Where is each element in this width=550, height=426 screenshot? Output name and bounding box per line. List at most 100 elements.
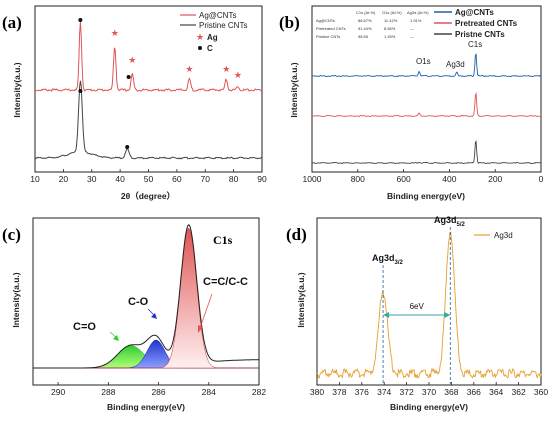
arrowhead-c-o-double xyxy=(113,335,119,341)
x-tick-label: 370 xyxy=(422,387,436,397)
legend-ag: Ag xyxy=(207,33,218,42)
panel-d-label: (d) xyxy=(286,225,307,244)
ag-peak-star-icon: ★ xyxy=(185,64,193,74)
xps-line-pretreated-cnts xyxy=(311,92,542,118)
x-tick-label: 400 xyxy=(442,174,456,184)
peak-label-ag3d-3-2-main: Ag3d xyxy=(372,253,395,263)
x-tick-label: 70 xyxy=(201,174,211,184)
x-tick-label: 60 xyxy=(172,174,182,184)
x-tick-label: 282 xyxy=(252,387,266,397)
x-tick-label: 286 xyxy=(151,387,165,397)
table-cell: 8.56% xyxy=(384,26,396,31)
annot-c-o-double: C=O xyxy=(73,321,96,333)
annot-o1s: O1s xyxy=(416,57,431,66)
table-cell: 98.55 xyxy=(358,34,369,39)
legend-dot-icon xyxy=(198,46,202,50)
panel-b-frame xyxy=(311,5,542,173)
panel-a-legend: Ag@CNTs Pristine CNTs ★ Ag C xyxy=(180,11,247,53)
table-cell: Ag@CNTs xyxy=(316,18,335,23)
panel-a-xlabel: 2θ（degree） xyxy=(121,191,175,201)
panel-d-ylabel: Intensity(a.u.) xyxy=(296,272,306,327)
panel-a-label: (a) xyxy=(2,13,22,32)
panel-c-title: C1s xyxy=(213,233,233,247)
panel-b-label: (b) xyxy=(279,13,300,32)
panel-d-xlabel: Binding energy(eV) xyxy=(390,402,468,412)
c-peak-dot-icon xyxy=(125,145,130,149)
table-cell: 1.91% xyxy=(410,18,422,23)
c-peak-dot-icon xyxy=(78,89,83,93)
panel-c-ylabel: Intensity(a.u.) xyxy=(11,272,21,327)
x-tick-label: 360 xyxy=(534,387,548,397)
annot-c-c: C=C/C-C xyxy=(203,276,248,288)
x-tick-label: 20 xyxy=(59,174,69,184)
x-tick-label: 90 xyxy=(257,174,267,184)
x-tick-label: 364 xyxy=(489,387,503,397)
annot-c-o: C-O xyxy=(128,296,149,308)
x-tick-label: 1000 xyxy=(303,174,322,184)
x-tick-label: 40 xyxy=(115,174,125,184)
x-tick-label: 366 xyxy=(467,387,481,397)
panel-b-legend: Ag@CNTs Pretreated CNTs Pristne CNTs xyxy=(434,8,518,39)
legend-pretreated-cnts: Pretreated CNTs xyxy=(455,19,518,28)
panel-c-xticks: 290 288 286 284 282 xyxy=(51,382,266,397)
arrow-c-c xyxy=(199,293,213,329)
panel-d: (d) Binding energy(eV) Intensity(a.u.) 3… xyxy=(286,215,548,412)
ag-peak-star-icon: ★ xyxy=(128,55,136,65)
panel-a-ylabel: Intensity(a.u.) xyxy=(12,62,22,117)
x-tick-label: 374 xyxy=(377,387,391,397)
xps-line-ag-cnts xyxy=(311,53,542,78)
table-cell: Pretreated CNTs xyxy=(316,26,346,31)
peak-label-ag3d-3-2-sub: 3/2 xyxy=(395,260,404,266)
xps-ag3d-line xyxy=(316,231,542,380)
table-cell: — xyxy=(410,34,414,39)
legend-ag-cnts: Ag@CNTs xyxy=(199,11,236,20)
table-header-ag3d: Ag3d (At.%) xyxy=(407,10,429,15)
x-tick-label: 284 xyxy=(202,387,216,397)
x-tick-label: 800 xyxy=(351,174,365,184)
xrd-line-ag-cnts xyxy=(34,21,263,93)
x-tick-label: 80 xyxy=(229,174,239,184)
panel-c-frame xyxy=(32,217,260,386)
x-tick-label: 50 xyxy=(144,174,154,184)
arrowhead-c-c xyxy=(198,325,203,333)
x-tick-label: 0 xyxy=(539,174,544,184)
c-peak-dot-icon xyxy=(78,18,83,22)
table-cell: Pristine CNTs xyxy=(316,34,340,39)
xrd-peak-markers: ★ ★ ★ ★ ★ xyxy=(78,18,242,149)
peak-label-ag3d-5-2-sub: 5/2 xyxy=(457,222,466,228)
ag-peak-star-icon: ★ xyxy=(111,28,119,38)
x-tick-label: 30 xyxy=(87,174,97,184)
panel-b-xticks: 1000 800 600 400 200 0 xyxy=(303,169,544,184)
xrd-line-pristine-cnts xyxy=(35,80,262,160)
composition-table: C1s (At.%) O1s (At.%) Ag3d (At.%) Ag@CNT… xyxy=(316,10,429,39)
panel-a: (a) 2θ（degree） Intensity(a.u.) 10 20 30 40 5… xyxy=(2,5,267,201)
x-tick-label: 290 xyxy=(51,387,65,397)
legend-pristine-cnts: Pristine CNTs xyxy=(199,21,247,30)
x-tick-label: 368 xyxy=(444,387,458,397)
x-tick-label: 380 xyxy=(310,387,324,397)
table-cell: 11.42% xyxy=(384,18,398,23)
table-header-c1s: C1s (At.%) xyxy=(356,10,376,15)
x-tick-label: 378 xyxy=(332,387,346,397)
panel-a-xticks: 10 20 30 40 50 60 70 80 90 xyxy=(30,169,267,184)
spacing-arrowhead-left xyxy=(383,312,390,318)
legend-ag-cnts: Ag@CNTs xyxy=(455,8,494,17)
panel-d-xticks: 380 378 376 374 372 370 368 366 364 362 360 xyxy=(310,382,548,397)
table-cell: — xyxy=(410,26,414,31)
x-tick-label: 600 xyxy=(397,174,411,184)
table-header-o1s: O1s (At.%) xyxy=(382,10,402,15)
panel-c-xlabel: Binding energy(eV) xyxy=(107,402,185,412)
legend-ag3d: Ag3d xyxy=(494,231,513,240)
panel-c: (c) C1s Binding energy(eV) Intensity(a.u… xyxy=(2,217,266,412)
x-tick-label: 200 xyxy=(488,174,502,184)
peak-label-ag3d-5-2-main: Ag3d xyxy=(434,215,457,225)
legend-star-icon: ★ xyxy=(196,32,204,42)
arrowhead-c-o xyxy=(151,313,157,319)
panel-c-label: (c) xyxy=(2,225,21,244)
panel-b-xlabel: Binding energy(eV) xyxy=(387,191,465,201)
spacing-label: 6eV xyxy=(410,302,425,311)
panel-d-frame xyxy=(316,217,542,386)
c-peak-dot-icon xyxy=(126,75,131,79)
peak-label-ag3d-5-2: Ag3d5/2 xyxy=(434,215,466,228)
